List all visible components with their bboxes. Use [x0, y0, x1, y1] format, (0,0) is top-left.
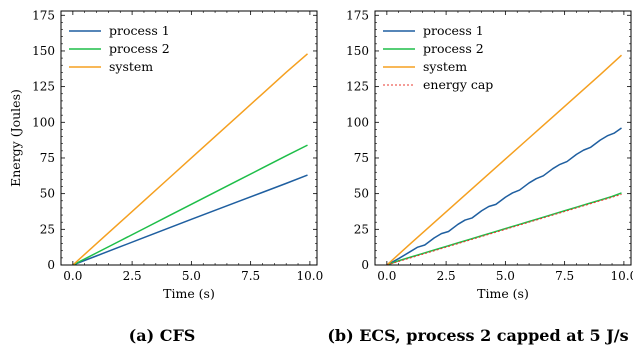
- x-tick-label: 0.0: [377, 269, 396, 283]
- y-tick-label: 50: [40, 187, 55, 201]
- x-tick-label: 2.5: [123, 269, 142, 283]
- chart-panel-1: 0.0 2.5 5.0 7.5 10.0 0 25 50 75 100 125 150 175 Time …: [8, 8, 323, 345]
- x-tick-label: 5.0: [496, 269, 515, 283]
- x-tick-label: 5.0: [182, 269, 201, 283]
- chart-panel-2: 0.0 2.5 5.0 7.5 10.0 0 25 50 75 100 125 150 175 Time …: [327, 8, 633, 345]
- y-tick-label: 150: [32, 44, 55, 58]
- legend-label: process 1: [423, 23, 484, 38]
- legend-label: process 1: [109, 23, 170, 38]
- y-tick-label: 75: [354, 151, 369, 165]
- panel-caption: (b) ECS, process 2 capped at 5 J/s: [327, 326, 628, 345]
- y-tick-label: 0: [361, 258, 369, 272]
- y-tick-label: 175: [32, 8, 55, 22]
- legend-label: system: [109, 59, 153, 74]
- legend-label: energy cap: [423, 77, 493, 92]
- plot-frame: [374, 10, 632, 266]
- series-line-process-1: [72, 174, 308, 265]
- series-line-process-1: [386, 127, 622, 265]
- plot-frame: [60, 10, 318, 266]
- y-tick-label: 0: [47, 258, 55, 272]
- x-tick-label: 7.5: [555, 269, 574, 283]
- legend: process 1 process 2 system energy cap: [383, 23, 493, 92]
- legend-label: process 2: [423, 41, 484, 56]
- x-tick-label: 2.5: [437, 269, 456, 283]
- x-axis-label: Time (s): [163, 286, 215, 301]
- series-line-process-2: [72, 144, 308, 265]
- y-axis-label: Energy (Joules): [8, 89, 23, 187]
- y-tick-label: 100: [346, 115, 369, 129]
- x-tick-label: 0.0: [63, 269, 82, 283]
- y-tick-label: 50: [354, 187, 369, 201]
- y-tick-label: 75: [40, 151, 55, 165]
- y-tick-label: 25: [354, 222, 369, 236]
- series-line-energy-cap: [386, 193, 622, 265]
- x-tick-label: 10.0: [297, 269, 324, 283]
- panel-caption: (a) CFS: [129, 326, 196, 345]
- y-tick-label: 125: [346, 80, 369, 94]
- series-line-system: [72, 53, 309, 265]
- y-tick-label: 150: [346, 44, 369, 58]
- series-line-system: [386, 54, 623, 265]
- legend-label: system: [423, 59, 467, 74]
- legend: process 1 process 2 system: [69, 23, 170, 74]
- y-tick-label: 100: [32, 115, 55, 129]
- x-tick-label: 10.0: [611, 269, 633, 283]
- x-axis-label: Time (s): [477, 286, 529, 301]
- y-tick-label: 25: [40, 222, 55, 236]
- x-tick-label: 7.5: [241, 269, 260, 283]
- y-tick-label: 175: [346, 8, 369, 22]
- legend-label: process 2: [109, 41, 170, 56]
- y-tick-label: 125: [32, 80, 55, 94]
- series-line-process-2: [386, 192, 622, 265]
